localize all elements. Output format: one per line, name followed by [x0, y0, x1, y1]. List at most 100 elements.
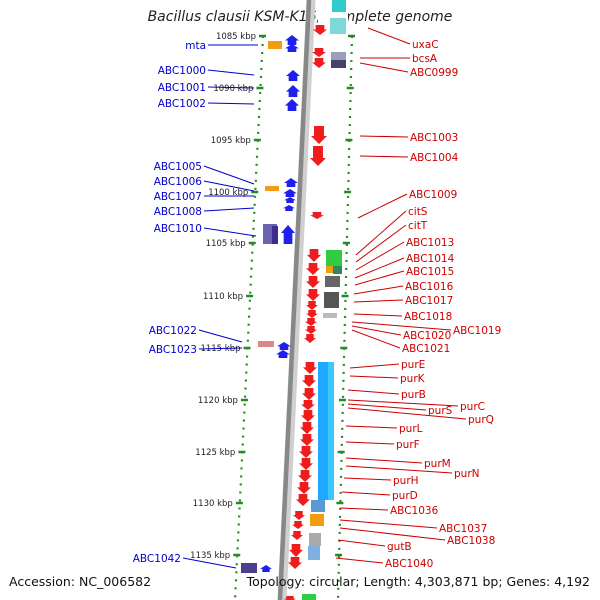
gene-label-ABC1037: ABC1037 — [439, 523, 487, 535]
reverse-gene-arrow — [300, 434, 314, 446]
pur-operon-box-light — [328, 362, 334, 500]
leader-purC — [347, 399, 459, 407]
reverse-gene-arrow — [293, 511, 305, 520]
leader-ABC1042 — [182, 557, 237, 569]
reverse-gene-arrow — [301, 400, 315, 410]
leader-purN — [345, 465, 453, 474]
gene-label-ABC1038: ABC1038 — [447, 535, 495, 547]
gene-label-ABC1004: ABC1004 — [410, 152, 459, 164]
leader-ABC1013 — [355, 241, 405, 271]
leader-purF — [345, 441, 395, 445]
leader-ABC0999 — [359, 62, 409, 73]
gene-label-ABC1042: ABC1042 — [133, 553, 181, 565]
reverse-gene-arrow — [299, 458, 313, 470]
gene-label-purH: purH — [393, 475, 419, 487]
gene-label-ABC1000: ABC1000 — [158, 65, 206, 77]
leader-ABC1021 — [351, 329, 401, 349]
scale-tick-label: 1105 kbp — [206, 239, 246, 249]
gene-label-purN: purN — [454, 468, 480, 480]
reverse-gene-arrow — [303, 362, 317, 374]
gene-label-purC: purC — [460, 401, 485, 413]
forward-gene-arrow — [286, 85, 300, 97]
gene-label-purE: purE — [401, 359, 425, 371]
forward-gene-arrow — [276, 350, 290, 358]
leader-ABC1005 — [203, 165, 255, 185]
gene-label-ABC1013: ABC1013 — [406, 237, 454, 249]
reverse-gene-arrow — [291, 531, 303, 540]
gene-label-mta: mta — [185, 40, 206, 52]
gene-label-purB: purB — [401, 389, 426, 401]
reverse-gene-arrow — [302, 375, 316, 387]
gene-label-uxaC: uxaC — [412, 39, 439, 51]
right-dotted-track — [336, 35, 354, 600]
leader-purK — [349, 375, 399, 379]
reverse-gene-arrow — [297, 482, 311, 494]
forward-gene-arrow — [284, 178, 298, 187]
leader-ABC1014 — [354, 257, 405, 279]
leader-purE — [349, 363, 400, 369]
leader-purS — [347, 403, 427, 411]
forward-gene-arrow — [286, 70, 300, 81]
reverse-gene-arrow — [312, 48, 326, 57]
leader-ABC1022 — [198, 329, 243, 343]
gene-label-bcsA: bcsA — [412, 53, 438, 65]
leader-ABC1040 — [335, 557, 384, 564]
leader-uxaC — [367, 27, 411, 45]
leader-citT — [355, 224, 407, 263]
reverse-gene-arrow — [304, 334, 316, 343]
reverse-gene-arrow — [306, 310, 318, 318]
leader-ABC1003 — [359, 135, 409, 138]
leader-ABC1002 — [207, 102, 255, 105]
abc1022-box — [258, 341, 274, 347]
leader-ABC1000 — [207, 69, 255, 76]
backbone-line — [277, 0, 312, 600]
abc1040-box — [308, 546, 320, 560]
uxaC-box — [332, 0, 346, 12]
leader-ABC1038 — [339, 527, 446, 541]
gene-label-ABC1019: ABC1019 — [453, 325, 501, 337]
leader-ABC1008 — [203, 207, 255, 212]
scale-ticks: 1085 kbp 1090 kbp 1095 kbp 1100 kbp 1105 kbp… — [190, 32, 355, 600]
abc1036-box — [311, 500, 325, 512]
gene-label-citT: citT — [408, 220, 428, 232]
uxaC-box-light — [330, 18, 346, 34]
gene-label-gutB: gutB — [387, 541, 412, 553]
scale-tick-label: 1085 kbp — [216, 32, 256, 42]
scale-tick-label: 1095 kbp — [211, 136, 251, 146]
gene-label-ABC1018: ABC1018 — [404, 311, 452, 323]
reverse-gene-arrow — [306, 301, 318, 310]
left-dotted-track — [233, 35, 265, 600]
reverse-gene-arrow — [284, 596, 296, 600]
reverse-gene-arrow — [299, 446, 313, 458]
right-gene-labels: uxaC bcsA ABC0999 ABC1003 ABC1004 ABC1009 citS… — [385, 39, 501, 570]
reverse-gene-arrow — [289, 544, 303, 557]
reverse-gene-arrow — [310, 146, 326, 166]
leader-purL — [345, 425, 398, 429]
gene-label-ABC1001: ABC1001 — [158, 82, 206, 94]
reverse-gene-arrow — [311, 126, 327, 144]
leader-ABC1018 — [353, 313, 403, 317]
gene-label-purQ: purQ — [468, 414, 494, 426]
gene-label-ABC1007: ABC1007 — [154, 191, 202, 203]
scale-tick-label: 1110 kbp — [203, 292, 243, 302]
leader-ABC1036 — [339, 507, 389, 511]
abc1037-box — [310, 514, 324, 526]
accession-text: Accession: NC_006582 — [9, 574, 152, 589]
reverse-gene-arrow — [312, 58, 326, 68]
leader-purQ — [347, 407, 467, 420]
reverse-gene-arrow — [305, 326, 317, 334]
reverse-gene-arrow — [307, 249, 321, 262]
leader-ABC1006 — [203, 180, 255, 192]
gene-label-ABC1023: ABC1023 — [149, 344, 197, 356]
reverse-gene-arrow — [306, 276, 320, 288]
forward-gene-arrow — [285, 44, 299, 52]
gene-label-ABC1036: ABC1036 — [390, 505, 439, 517]
leader-gutB — [337, 539, 386, 547]
gene-label-citS: citS — [408, 206, 428, 218]
leader-ABC1017 — [353, 299, 404, 303]
scale-tick-label: 1120 kbp — [198, 396, 238, 406]
scale-tick-label: 1090 kbp — [213, 84, 253, 94]
gene-label-purM: purM — [424, 458, 451, 470]
leader-purH — [343, 477, 392, 481]
grey-box-3 — [323, 313, 337, 318]
